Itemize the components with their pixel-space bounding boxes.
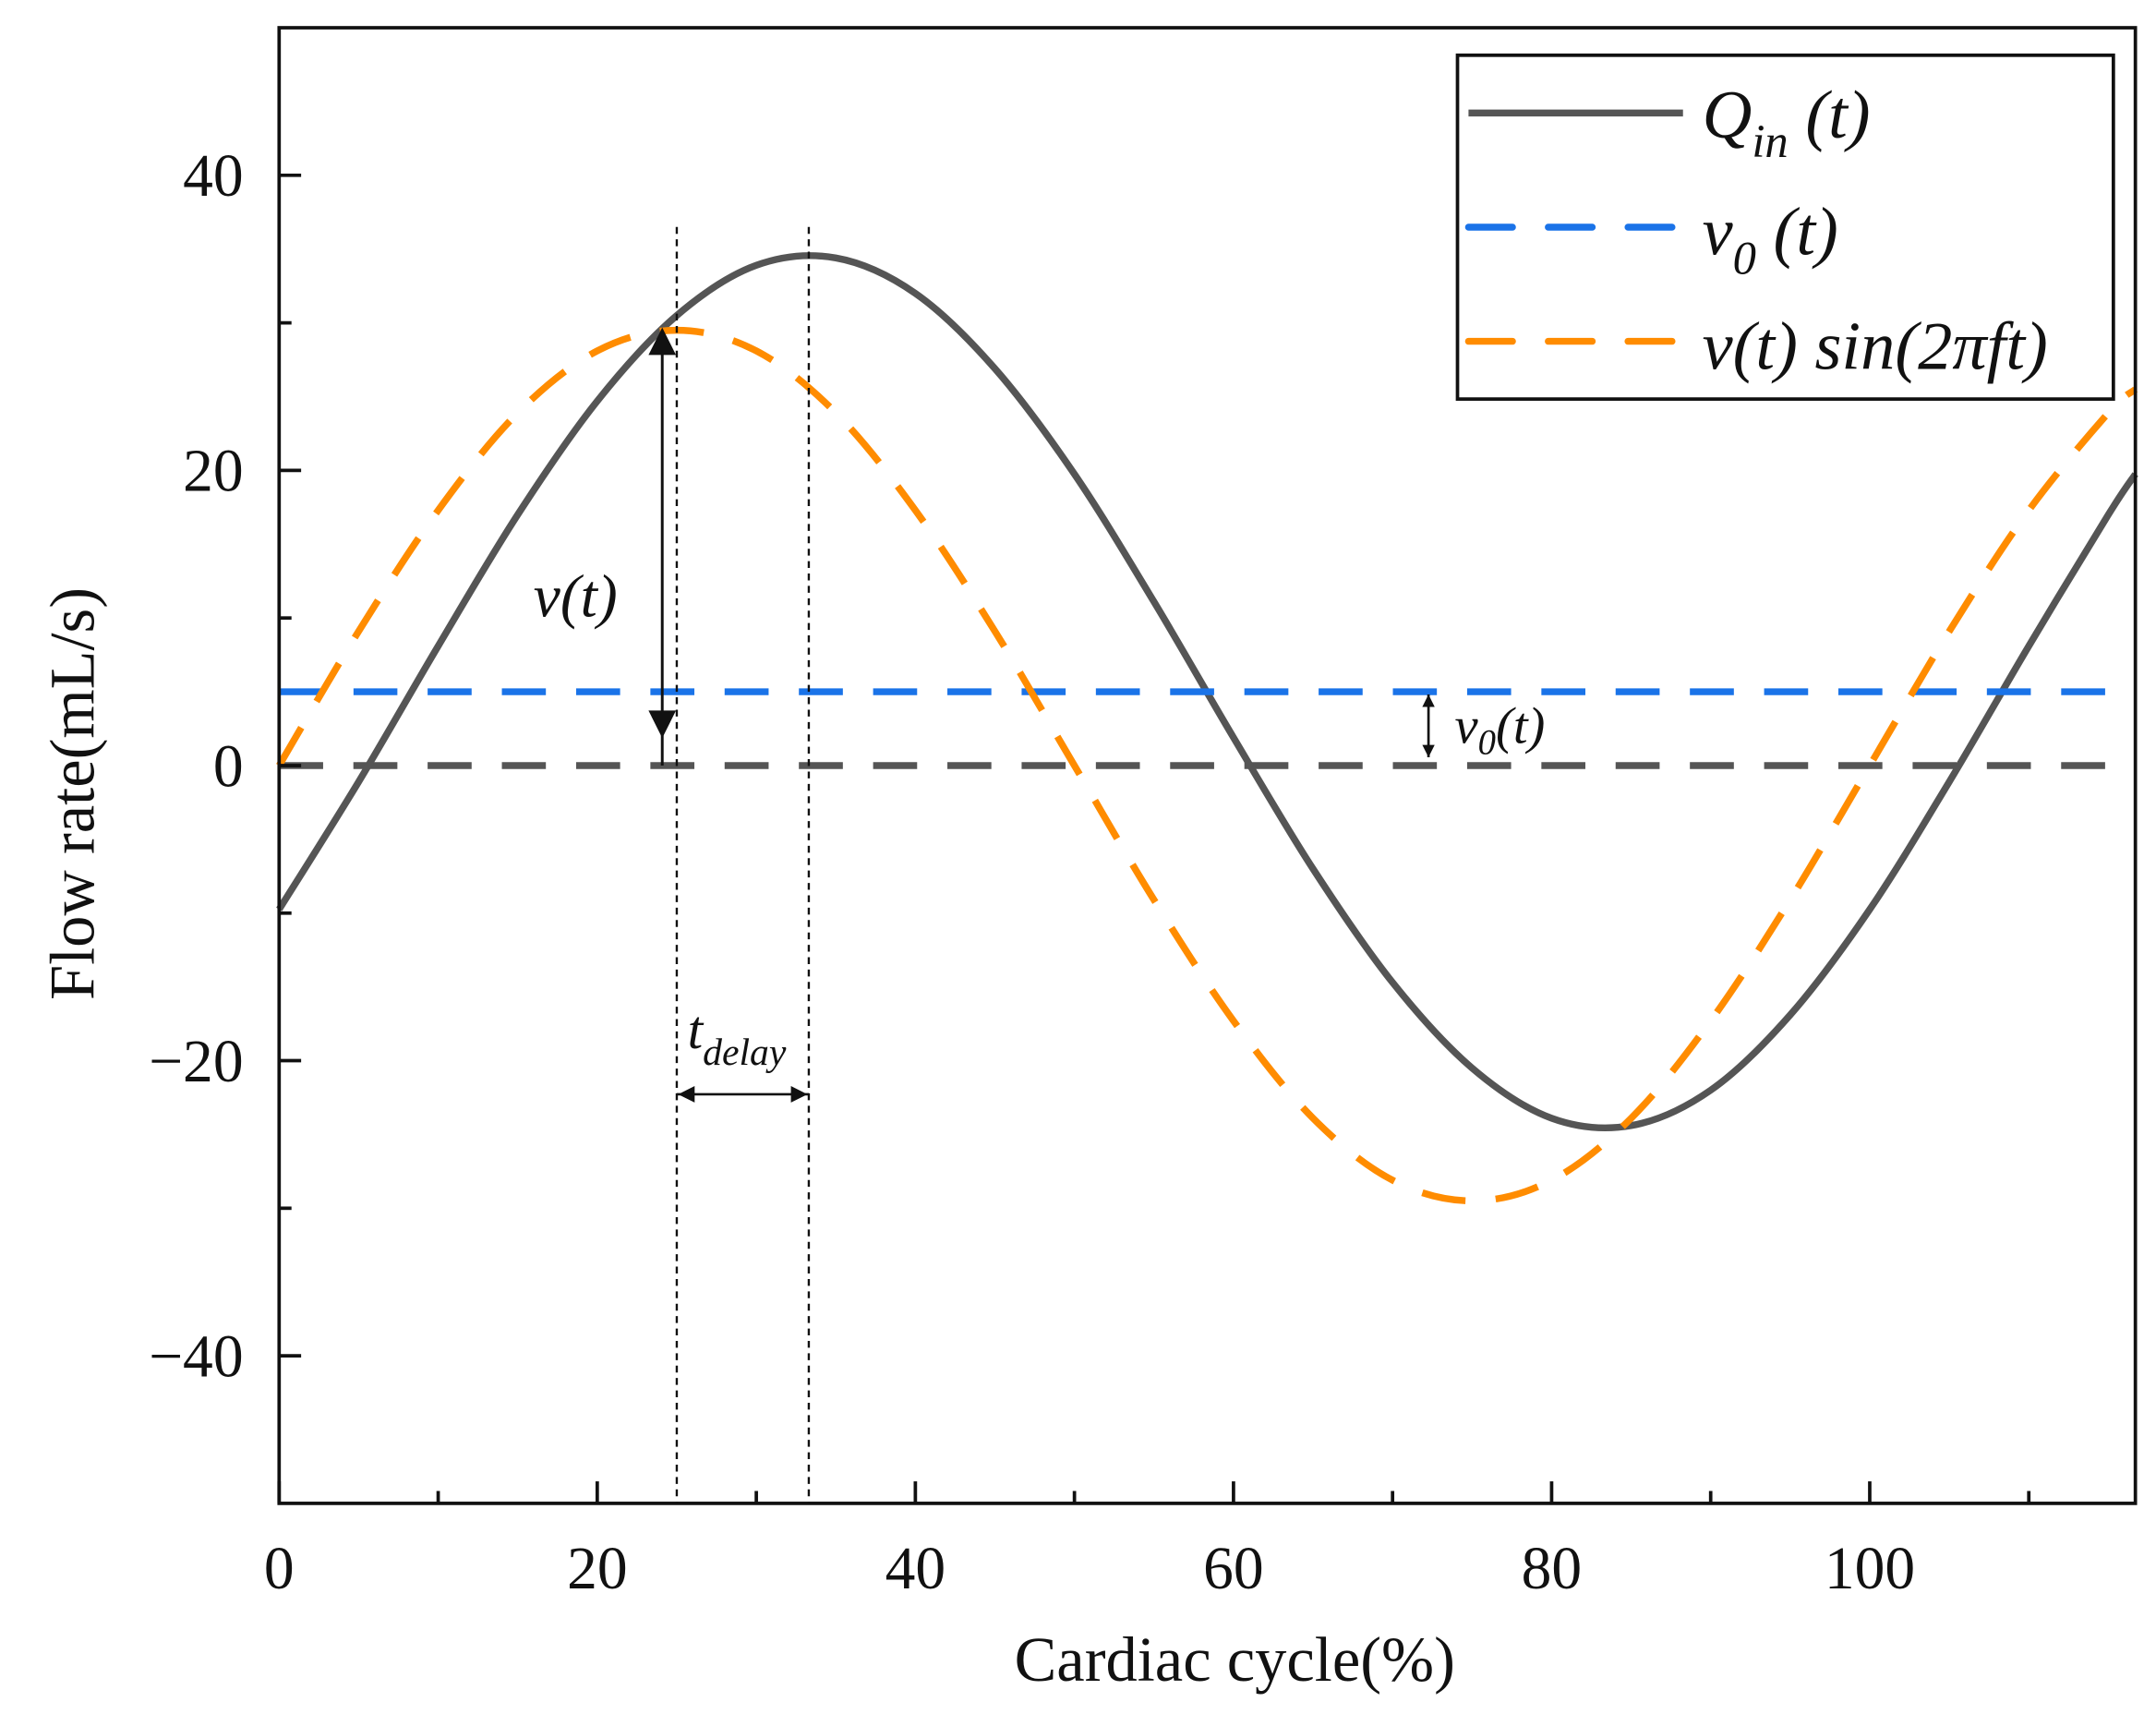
v0-arrow-label: v0(t) bbox=[1455, 697, 1546, 762]
annotations bbox=[648, 226, 1435, 1503]
tdelay-arrow-head-left bbox=[678, 1086, 695, 1103]
x-tick-label: 20 bbox=[567, 1536, 628, 1602]
x-tick-label: 100 bbox=[1825, 1536, 1915, 1602]
v0-label-rest: (t) bbox=[1496, 697, 1545, 754]
tdelay-label: tdelay bbox=[688, 999, 787, 1074]
legend-v0-base: v bbox=[1703, 195, 1734, 271]
legend-v0-rest: (t) bbox=[1756, 195, 1838, 271]
series-vsin-line bbox=[276, 326, 2138, 1205]
legend-qin-base: Q bbox=[1703, 78, 1753, 153]
legend-v0-sub: 0 bbox=[1733, 233, 1756, 284]
curves bbox=[276, 252, 2138, 1205]
tdelay-base: t bbox=[688, 999, 705, 1060]
legend-label-vsin: v(t) sin(2πft) bbox=[1703, 308, 2048, 384]
y-tick-label: 40 bbox=[183, 143, 244, 210]
y-tick-label: −20 bbox=[149, 1029, 243, 1095]
v-arrow-head-up bbox=[648, 327, 677, 356]
x-tick-label: 0 bbox=[264, 1536, 295, 1602]
y-axis-title: Flow rate(mL/s) bbox=[37, 587, 107, 1000]
y-tick-label: −40 bbox=[149, 1323, 243, 1390]
legend-label-v0: v0 (t) bbox=[1703, 195, 1838, 284]
legend-qin-sub: in bbox=[1752, 115, 1788, 167]
v-arrow-head-down bbox=[648, 710, 677, 739]
x-tick-label: 60 bbox=[1203, 1536, 1264, 1602]
tdelay-arrow-head-right bbox=[790, 1086, 808, 1103]
x-tick-label: 80 bbox=[1522, 1536, 1583, 1602]
ticks: 0 20 40 60 80 100 40 20 0 −20 −40 bbox=[149, 143, 2031, 1602]
x-tick-label: 40 bbox=[885, 1536, 946, 1602]
v0-arrow-head-down bbox=[1422, 744, 1435, 758]
v0-label-base: v bbox=[1455, 697, 1479, 754]
legend: Qin (t) v0 (t) v(t) sin(2πft) bbox=[1455, 53, 2115, 401]
y-tick-label: 20 bbox=[183, 439, 244, 505]
v0-label-sub: 0 bbox=[1478, 723, 1496, 762]
y-tick-label: 0 bbox=[213, 733, 244, 800]
v-arrow-label: v(t) bbox=[534, 563, 618, 630]
tdelay-sub: delay bbox=[703, 1032, 787, 1074]
legend-label-qin: Qin (t) bbox=[1703, 78, 1871, 167]
x-axis-title: Cardiac cycle(%) bbox=[1015, 1624, 1455, 1695]
legend-qin-rest: (t) bbox=[1789, 78, 1871, 153]
series-qin-line bbox=[276, 252, 2138, 1132]
v0-arrow-head-up bbox=[1422, 694, 1435, 707]
